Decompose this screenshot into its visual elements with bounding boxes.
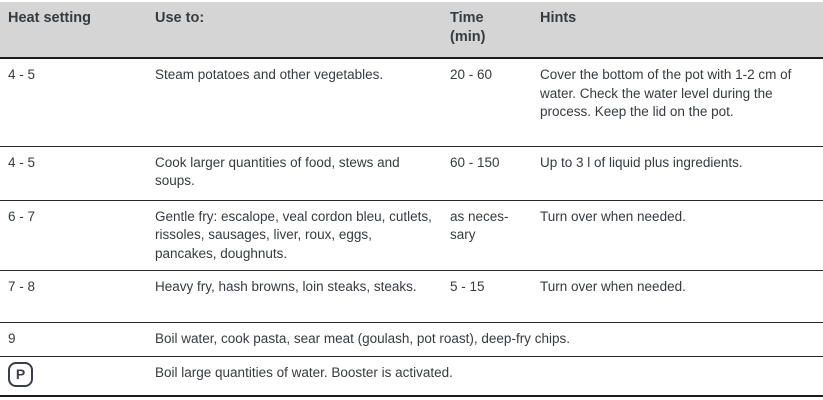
cell-use: Steam potatoes and other vegetables. (147, 58, 442, 147)
cell-heat: 6 - 7 (0, 200, 147, 272)
table-row: 7 - 8 Heavy fry, hash browns, loin steak… (0, 270, 823, 324)
header-time-min: Time (min) (442, 2, 532, 59)
cell-hints: Cover the bottom of the pot with 1-2 cm … (532, 58, 823, 147)
cell-heat: 9 (0, 322, 147, 357)
cell-time: 5 - 15 (442, 270, 532, 324)
cell-span-text: Boil water, cook pasta, sear meat (goula… (147, 322, 823, 357)
header-use-to: Use to: (147, 2, 442, 59)
table-row: 4 - 5 Cook larger quantities of food, st… (0, 146, 823, 201)
cell-heat: 7 - 8 (0, 270, 147, 324)
cell-heat: 4 - 5 (0, 58, 147, 147)
cell-time: as neces-sary (442, 200, 532, 272)
table-row: P Boil large quantities of water. Booste… (0, 356, 823, 397)
cell-use: Heavy fry, hash browns, loin steaks, ste… (147, 270, 442, 324)
cell-heat-booster: P (0, 356, 147, 397)
header-row: Heat setting Use to: Time (min) Hints (0, 2, 823, 59)
table-row: 4 - 5 Steam potatoes and other vegetable… (0, 58, 823, 147)
booster-p-icon: P (8, 362, 33, 387)
cell-use: Gentle fry: escalope, veal cordon bleu, … (147, 200, 442, 272)
header-hints: Hints (532, 2, 823, 59)
cell-span-text: Boil large quantities of water. Booster … (147, 356, 823, 397)
cell-time: 60 - 150 (442, 146, 532, 201)
cell-time: 20 - 60 (442, 58, 532, 147)
cell-use: Cook larger quantities of food, stews an… (147, 146, 442, 201)
cell-hints: Up to 3 l of liquid plus ingredients. (532, 146, 823, 201)
cell-hints: Turn over when needed. (532, 270, 823, 324)
table-row: 6 - 7 Gentle fry: escalope, veal cordon … (0, 200, 823, 272)
header-heat-setting: Heat setting (0, 2, 147, 59)
table-row: 9 Boil water, cook pasta, sear meat (gou… (0, 322, 823, 357)
cell-hints: Turn over when needed. (532, 200, 823, 272)
cell-heat: 4 - 5 (0, 146, 147, 201)
